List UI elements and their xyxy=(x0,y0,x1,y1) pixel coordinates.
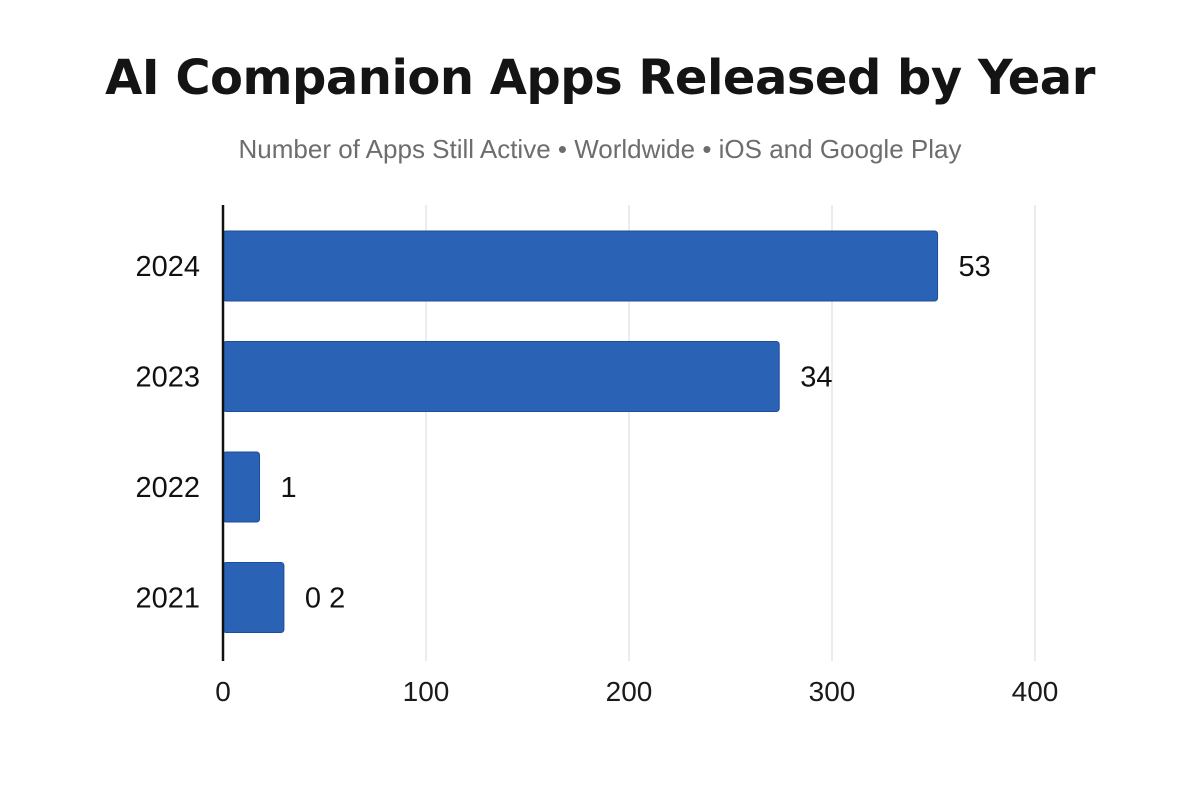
data-label: 0 2 xyxy=(305,583,345,615)
x-tick-label: 400 xyxy=(1012,676,1059,707)
chart-subtitle: Number of Apps Still Active • Worldwide … xyxy=(238,134,962,164)
y-tick-label: 2023 xyxy=(135,362,200,394)
data-label: 34 xyxy=(800,362,832,394)
bar-2023 xyxy=(222,341,780,412)
bar-2021 xyxy=(222,562,285,633)
labels: 0 100 200 300 400 2024 53 2023 34 2022 1 2021 0 2 xyxy=(135,251,1058,707)
x-tick-label: 200 xyxy=(606,676,653,707)
y-tick-label: 2021 xyxy=(135,583,200,615)
x-tick-label: 100 xyxy=(403,676,450,707)
x-tick-label: 0 xyxy=(215,676,231,707)
bar-2024 xyxy=(222,230,939,302)
data-label: 53 xyxy=(959,251,991,283)
bar-2022 xyxy=(222,451,261,523)
bars xyxy=(222,230,939,633)
y-tick-label: 2022 xyxy=(135,472,200,504)
y-tick-label: 2024 xyxy=(135,251,200,283)
data-label: 1 xyxy=(281,472,297,504)
x-tick-label: 300 xyxy=(809,676,856,707)
chart-title: AI Companion Apps Released by Year xyxy=(105,50,1095,106)
